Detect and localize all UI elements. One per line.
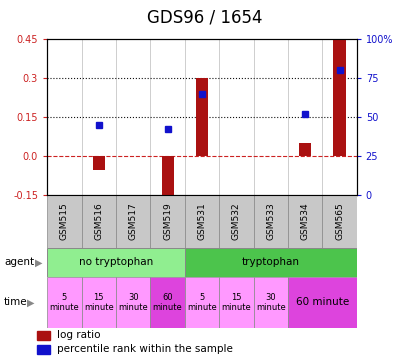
Bar xyxy=(116,277,150,328)
Text: time: time xyxy=(4,297,28,307)
Bar xyxy=(321,195,356,248)
Text: tryptophan: tryptophan xyxy=(241,257,299,267)
Text: 5
minute: 5 minute xyxy=(49,292,79,312)
Bar xyxy=(36,345,49,354)
Text: 15
minute: 15 minute xyxy=(84,292,113,312)
Bar xyxy=(253,277,287,328)
Text: GSM565: GSM565 xyxy=(334,202,343,240)
Bar xyxy=(184,195,218,248)
Bar xyxy=(81,195,116,248)
Bar xyxy=(184,277,218,328)
Bar xyxy=(47,277,81,328)
Text: agent: agent xyxy=(4,257,34,267)
Bar xyxy=(92,156,105,170)
Text: GSM519: GSM519 xyxy=(163,202,172,240)
Bar xyxy=(81,277,116,328)
Text: 60
minute: 60 minute xyxy=(152,292,182,312)
Text: GSM517: GSM517 xyxy=(128,202,137,240)
Text: GSM515: GSM515 xyxy=(60,202,69,240)
Bar xyxy=(287,277,356,328)
Text: 60 minute: 60 minute xyxy=(295,297,348,307)
Bar xyxy=(287,195,321,248)
Bar xyxy=(47,195,81,248)
Bar xyxy=(161,156,173,202)
Bar xyxy=(150,277,184,328)
Bar xyxy=(298,143,310,156)
Text: no tryptophan: no tryptophan xyxy=(79,257,153,267)
Bar xyxy=(196,78,207,156)
Text: GSM531: GSM531 xyxy=(197,202,206,240)
Bar xyxy=(253,195,287,248)
Bar xyxy=(333,39,345,156)
Bar xyxy=(150,195,184,248)
Bar xyxy=(184,248,356,277)
Text: 5
minute: 5 minute xyxy=(187,292,216,312)
Bar xyxy=(116,195,150,248)
Text: 15
minute: 15 minute xyxy=(221,292,251,312)
Text: log ratio: log ratio xyxy=(57,330,101,340)
Text: GSM533: GSM533 xyxy=(265,202,274,240)
Bar xyxy=(36,331,49,340)
Text: GDS96 / 1654: GDS96 / 1654 xyxy=(147,9,262,27)
Text: 30
minute: 30 minute xyxy=(255,292,285,312)
Bar xyxy=(47,248,184,277)
Text: 30
minute: 30 minute xyxy=(118,292,148,312)
Text: ▶: ▶ xyxy=(35,257,42,267)
Bar xyxy=(218,277,253,328)
Text: ▶: ▶ xyxy=(27,297,34,307)
Bar xyxy=(218,195,253,248)
Text: GSM516: GSM516 xyxy=(94,202,103,240)
Text: GSM532: GSM532 xyxy=(231,202,240,240)
Text: percentile rank within the sample: percentile rank within the sample xyxy=(57,345,233,355)
Text: GSM534: GSM534 xyxy=(300,202,309,240)
